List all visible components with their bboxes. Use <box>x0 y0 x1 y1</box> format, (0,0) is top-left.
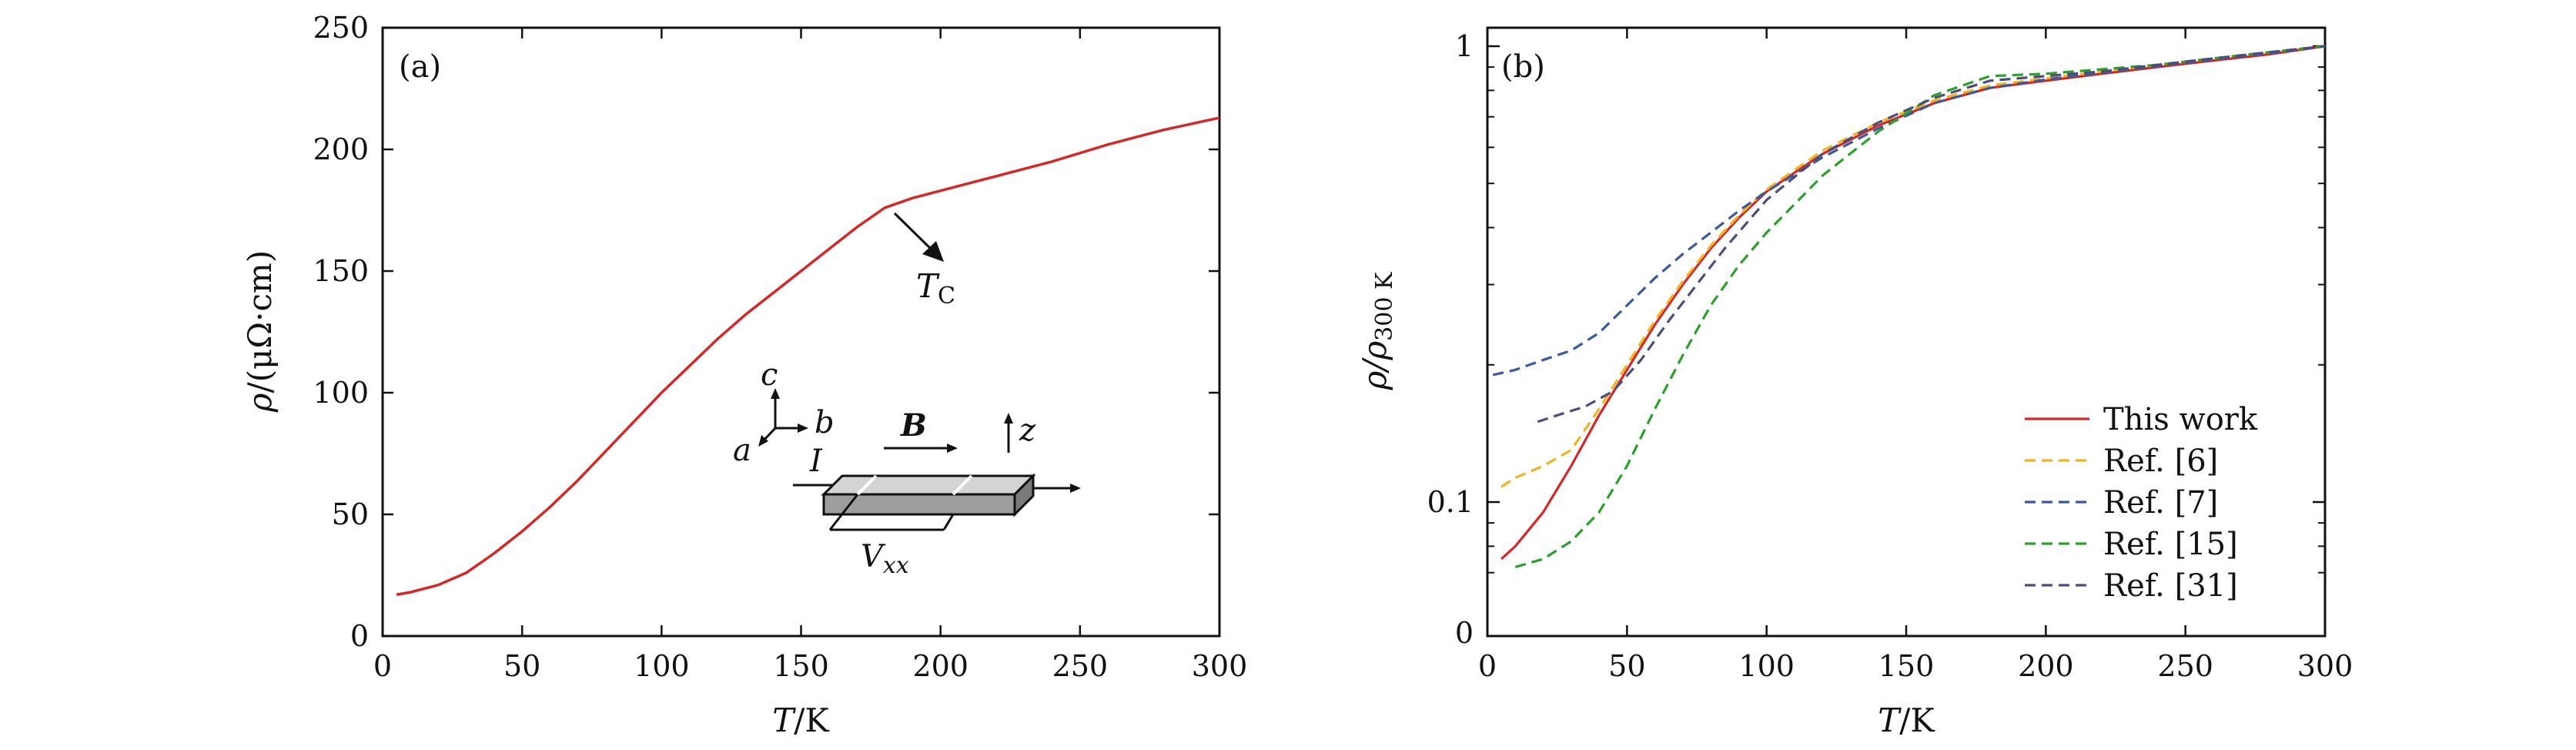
panel-b-x-tick-label: 150 <box>1878 649 1935 683</box>
panel-b-label: (b) <box>1501 49 1545 85</box>
voltage-lead-left <box>828 494 859 531</box>
panel-b-y-tick-label: 1 <box>1455 29 1474 63</box>
panel-b-series-line-4 <box>1537 45 2326 424</box>
panel-a-label: (a) <box>399 49 441 85</box>
panel-b-y-axis-title: ρ/ρ300 K <box>1356 272 1398 390</box>
panel-a-x-tick-label: 0 <box>373 649 392 683</box>
panel-a-series <box>396 116 1220 597</box>
panel-b-legend: This work Ref. [6] Ref. [7] Ref. [15] Ref. [… <box>2025 402 2258 604</box>
panel-a-x-axis-title: T/K <box>772 701 830 739</box>
legend-label-3: Ref. [15] <box>2103 527 2238 562</box>
current-out-arrowhead <box>1070 484 1081 493</box>
panel-b-y-ticks: 00.11 <box>1427 29 2325 650</box>
panel-b-x-tick-label: 50 <box>1608 649 1645 683</box>
voltage-label: Vxx <box>861 539 909 579</box>
panel-b-y-tick-label: 0 <box>1455 616 1474 650</box>
panel-b-x-ticks: 0 50 100 150 200 250 300 <box>1478 28 2353 683</box>
panel-a-x-unit: /K <box>794 701 830 739</box>
axis-b-label: b <box>815 405 835 440</box>
panel-a-y-ticks: 0 50 100 150 200 250 <box>313 11 1219 653</box>
sample-side-face <box>1013 473 1035 517</box>
panel-a-x-tick-label: 100 <box>634 649 690 683</box>
panel-a-x-tick-label: 150 <box>773 649 829 683</box>
sample-front-face <box>822 493 1016 516</box>
legend-label-1: Ref. [6] <box>2103 444 2218 479</box>
axis-b-arrowhead <box>798 424 808 433</box>
panel-a-y-tick-label: 200 <box>313 132 369 166</box>
axis-z-arrowhead <box>1004 413 1013 424</box>
panel-a-x-var: T <box>772 701 796 739</box>
panel-a-frame <box>381 26 1221 638</box>
tc-arrow-line <box>893 212 936 254</box>
legend-label-4: Ref. [31] <box>2103 568 2238 604</box>
legend-label-2: Ref. [7] <box>2103 485 2218 521</box>
panel-b-x-tick-label: 0 <box>1478 649 1497 683</box>
tc-arrow-head <box>922 241 944 262</box>
tc-var: T <box>916 267 940 305</box>
panel-a-y-var: ρ <box>241 393 279 413</box>
axis-a-arrowhead <box>758 435 768 447</box>
panel-b-x-tick-label: 100 <box>1738 649 1795 683</box>
panel-a-x-tick-label: 300 <box>1192 649 1248 683</box>
current-label: I <box>809 444 823 479</box>
panel-a-x-tick-label: 250 <box>1052 649 1109 683</box>
panel-b-x-tick-label: 300 <box>2297 649 2354 683</box>
voltage-sub: xx <box>883 552 909 579</box>
legend-label-0: This work <box>2103 402 2258 437</box>
panel-b-x-tick-label: 250 <box>2157 649 2213 683</box>
panel-a-y-tick-label: 0 <box>350 619 369 653</box>
panel-a-x-ticks: 0 50 100 150 200 250 300 <box>373 28 1247 683</box>
voltage-lead-right <box>942 514 955 531</box>
panel-b-series-line-2 <box>1492 45 2326 377</box>
panel-b-y-var: ρ/ρ <box>1356 341 1393 391</box>
axis-a-label: a <box>733 433 751 468</box>
panel-b-series-line-0 <box>1500 45 2326 561</box>
field-b-label: B <box>900 407 927 444</box>
panel-a-x-tick-label: 50 <box>503 649 540 683</box>
sample-geometry-inset: c b a I B z <box>733 357 1081 579</box>
panel-b-x-var: T <box>1878 701 1902 739</box>
panel-b-series <box>1492 45 2326 568</box>
panel-a-x-tick-label: 200 <box>912 649 969 683</box>
panel-a-resistivity: 0 50 100 150 200 250 300 0 50 100 150 200 250 (a) T… <box>241 11 1247 739</box>
panel-a-y-tick-label: 50 <box>332 497 369 531</box>
panel-a-y-axis-title: ρ/(μΩ·cm) <box>241 250 279 413</box>
axis-z-label: z <box>1019 413 1036 448</box>
panel-b-x-axis-title: T/K <box>1878 701 1935 739</box>
panel-b-y-sub: 300 K <box>1371 272 1398 341</box>
panel-a-series-line <box>396 116 1220 597</box>
tc-sub: C <box>938 283 955 310</box>
sample-top-face <box>821 474 1036 496</box>
axis-c-label: c <box>761 357 778 393</box>
panel-a-y-tick-label: 250 <box>313 11 369 45</box>
panel-b-x-unit: /K <box>1899 701 1935 739</box>
panel-b-x-tick-label: 200 <box>2018 649 2074 683</box>
tc-annotation: TC <box>893 212 955 310</box>
field-b-arrowhead <box>947 444 958 453</box>
panel-b-y-tick-label: 0.1 <box>1427 485 1474 519</box>
panel-a-y-tick-label: 150 <box>313 254 369 288</box>
voltage-contact-right <box>952 474 973 496</box>
axis-c-arrowhead <box>771 388 780 399</box>
voltage-contact-left <box>856 474 878 496</box>
panel-a-y-unit: /(μΩ·cm) <box>241 250 279 393</box>
tc-label: TC <box>916 267 955 310</box>
panel-a-y-tick-label: 100 <box>313 376 369 410</box>
voltage-var: V <box>861 539 886 574</box>
